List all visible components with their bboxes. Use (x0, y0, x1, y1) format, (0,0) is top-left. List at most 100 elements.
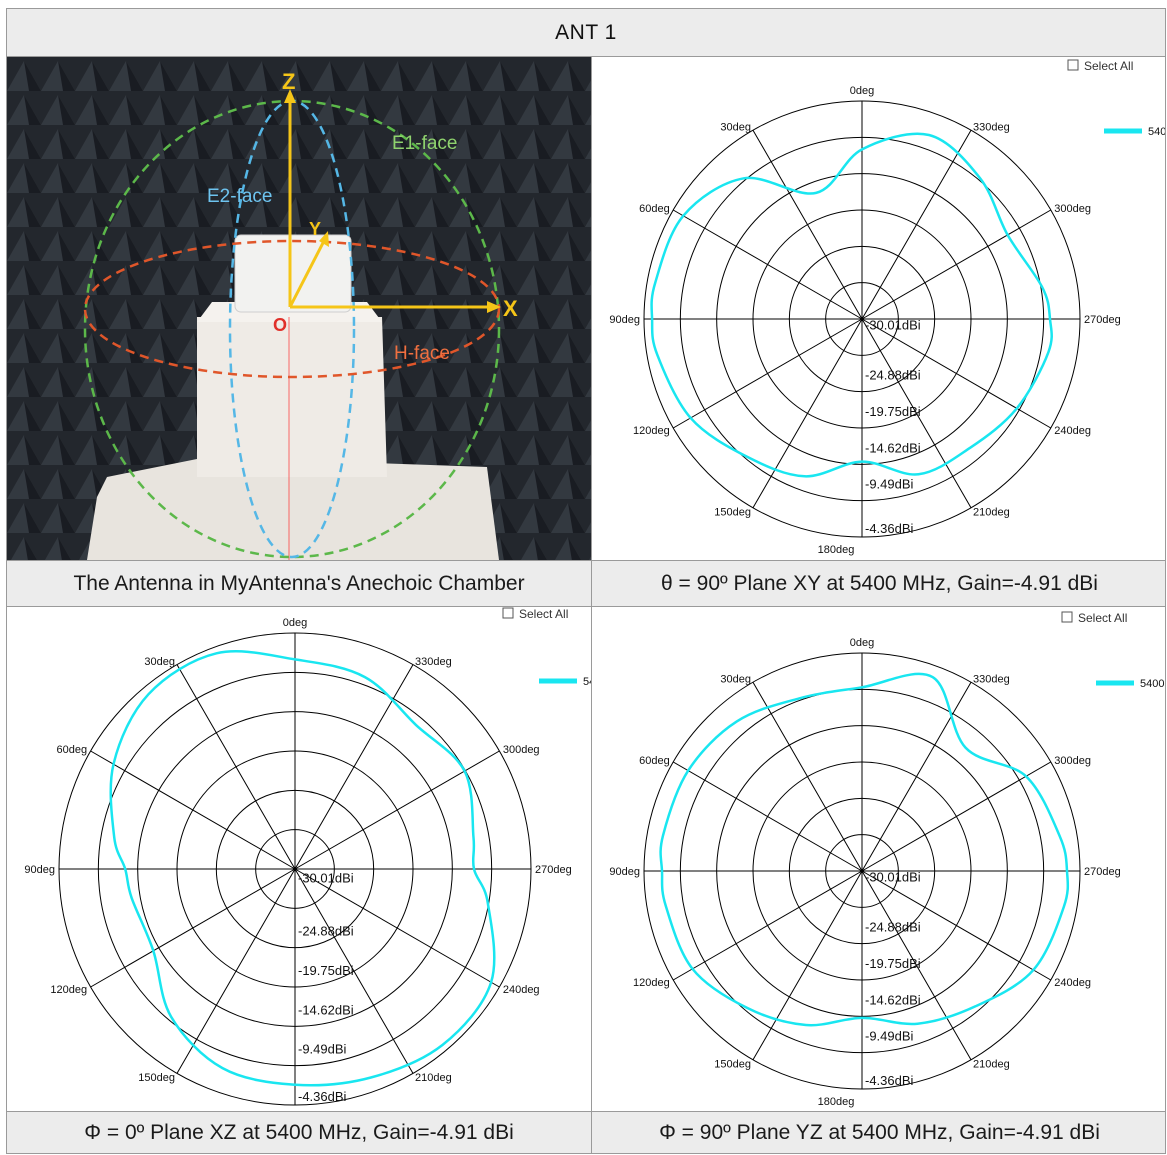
angle-tick-label: 0deg (283, 617, 307, 629)
h-face-label: H-face (394, 343, 450, 364)
angle-tick-label: 240deg (1054, 977, 1091, 989)
select-all-checkbox (1061, 611, 1073, 623)
angle-tick-label: 0deg (850, 85, 874, 97)
angle-tick-label: 210deg (973, 1058, 1010, 1070)
select-all-label: Select All (519, 607, 568, 621)
ring-tick-label: -9.49dBi (865, 477, 914, 492)
angle-tick-label: 90deg (609, 314, 640, 326)
select-all-checkbox (502, 607, 514, 619)
grid-spoke (672, 209, 863, 320)
polar-chart-xz: Select All 0deg 330deg 300deg 270deg 240deg 21… (24, 607, 591, 1106)
angle-tick-label: 330deg (415, 656, 452, 668)
ring-tick-label: -24.88dBi (865, 920, 921, 935)
grid-spoke (861, 318, 1052, 429)
caption-yz: Φ = 90º Plane YZ at 5400 MHz, Gain=-4.91… (592, 1111, 1165, 1153)
grid-spoke (294, 868, 414, 1074)
series-trace-5400 (650, 132, 1053, 478)
axis-y-label: Y (309, 219, 321, 239)
chamber-photo: Z X Y O E1-face E2-face H-face (7, 57, 591, 560)
angle-tick-label: 270deg (535, 864, 572, 876)
angle-tick-label: 150deg (138, 1072, 175, 1084)
polar-chart-yz: Select All 0deg 330deg 300deg 270deg 240deg 21… (609, 611, 1164, 1108)
angle-tick-label: 30deg (720, 122, 751, 134)
legend-label: 5400 (1148, 126, 1166, 138)
angle-tick-label: 60deg (639, 203, 670, 215)
chamber-photo-illustration: Z X Y O E1-face E2-face H-face (7, 57, 591, 560)
axis-x-label: X (503, 296, 518, 321)
column-divider (591, 56, 592, 1153)
angle-tick-label: 240deg (1054, 425, 1091, 437)
angle-tick-label: 180deg (818, 1096, 855, 1108)
ring-tick-label: -4.36dBi (865, 521, 914, 536)
ring-tick-label: -9.49dBi (865, 1029, 914, 1044)
legend-label: 54 (583, 676, 591, 688)
chart-cell-xz: Select All 0deg 330deg 300deg 270deg 240deg 21… (7, 607, 591, 1111)
ring-tick-label: -24.88dBi (298, 924, 354, 939)
angle-tick-label: 150deg (714, 1058, 751, 1070)
angle-tick-label: 180deg (818, 544, 855, 556)
caption-xy: θ = 90º Plane XY at 5400 MHz, Gain=-4.91… (592, 560, 1165, 607)
select-all-label: Select All (1084, 59, 1133, 73)
angle-tick-label: 30deg (720, 674, 751, 686)
ring-tick-label: -19.75dBi (865, 404, 921, 419)
ring-tick-label: -19.75dBi (298, 963, 354, 978)
grid-spoke (90, 750, 296, 870)
grid-spoke (752, 318, 863, 509)
ring-tick-label: -19.75dBi (865, 956, 921, 971)
angle-tick-label: 120deg (633, 425, 670, 437)
ring-tick-label: -14.62dBi (865, 992, 921, 1007)
chart-cell-yz: Select All 0deg 330deg 300deg 270deg 240deg 21… (592, 607, 1165, 1111)
angle-tick-label: 90deg (609, 866, 640, 878)
grid-spoke (752, 870, 863, 1061)
angle-tick-label: 210deg (415, 1072, 452, 1084)
ring-tick-label: -30.01dBi (298, 870, 354, 885)
angle-tick-label: 30deg (144, 656, 175, 668)
chart-cell-xy: Select All 0deg 330deg 300deg 270deg 240deg 21… (592, 57, 1166, 560)
angle-tick-label: 300deg (503, 744, 540, 756)
angle-tick-label: 270deg (1084, 866, 1121, 878)
ring-tick-label: -9.49dBi (298, 1042, 347, 1057)
angle-tick-label: 240deg (503, 984, 540, 996)
grid-spoke (294, 868, 500, 988)
ring-tick-label: -4.36dBi (865, 1073, 914, 1088)
select-all-checkbox (1067, 59, 1079, 71)
angle-tick-label: 90deg (24, 864, 55, 876)
caption-photo: The Antenna in MyAntenna's Anechoic Cham… (7, 560, 591, 607)
angle-tick-label: 60deg (639, 755, 670, 767)
grid-spoke (861, 870, 1052, 981)
e1-face-label: E1-face (392, 133, 457, 154)
grid-spoke (672, 318, 863, 429)
ring-tick-label: -4.36dBi (298, 1089, 347, 1104)
e2-face-label: E2-face (207, 186, 272, 207)
grid-spoke (861, 129, 972, 320)
angle-tick-label: 210deg (973, 506, 1010, 518)
series-trace-5400 (109, 650, 496, 1087)
grid-spoke (672, 761, 863, 872)
ring-tick-label: -14.62dBi (298, 1002, 354, 1017)
origin-label: O (273, 315, 287, 335)
angle-tick-label: 300deg (1054, 203, 1091, 215)
angle-tick-label: 60deg (57, 744, 88, 756)
angle-tick-label: 120deg (633, 977, 670, 989)
grid-spoke (176, 868, 296, 1074)
grid-spoke (861, 870, 972, 1061)
grid-spoke (861, 681, 972, 872)
grid-spoke (294, 664, 414, 870)
grid-spoke (752, 681, 863, 872)
angle-tick-label: 300deg (1054, 755, 1091, 767)
angle-tick-label: 330deg (973, 674, 1010, 686)
grid-spoke (861, 209, 1052, 320)
ring-tick-label: -30.01dBi (865, 869, 921, 884)
grid-spoke (90, 868, 296, 988)
grid-spoke (861, 761, 1052, 872)
caption-xz: Φ = 0º Plane XZ at 5400 MHz, Gain=-4.91 … (7, 1111, 591, 1153)
series-trace-5400 (659, 672, 1070, 1027)
sheet-title: ANT 1 (7, 9, 1165, 57)
ring-tick-label: -14.62dBi (865, 440, 921, 455)
angle-tick-label: 0deg (850, 637, 874, 649)
pattern-sheet: ANT 1 (6, 8, 1166, 1154)
grid-spoke (672, 870, 863, 981)
axis-z-label: Z (282, 69, 295, 94)
ring-tick-label: -24.88dBi (865, 368, 921, 383)
grid-spoke (752, 129, 863, 320)
